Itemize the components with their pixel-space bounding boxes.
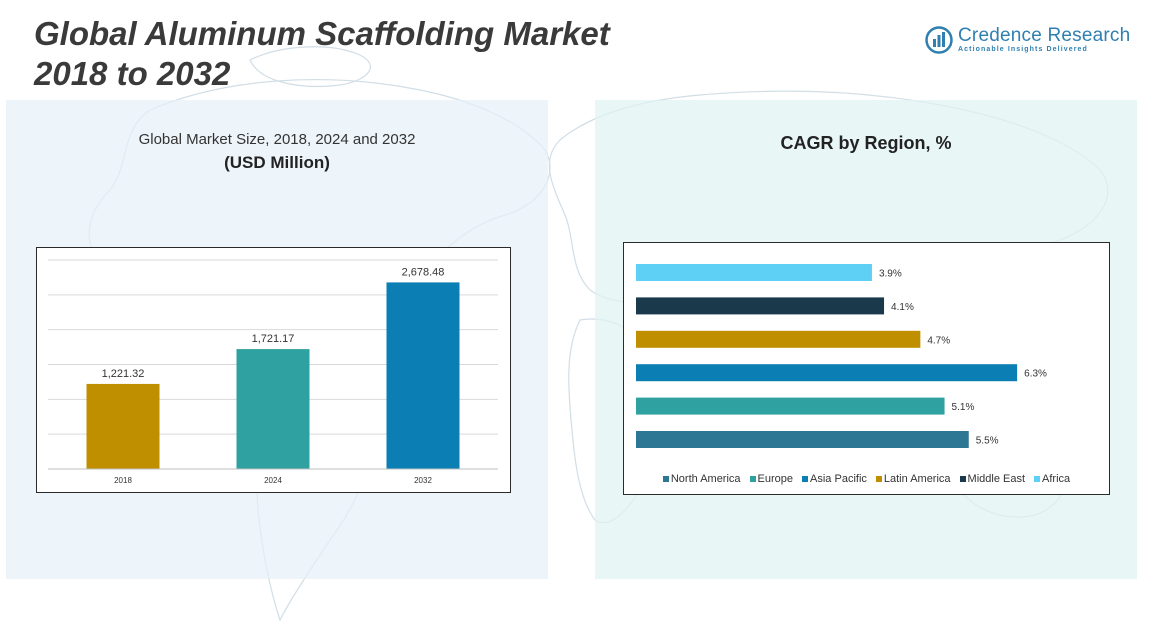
brand-name: Credence Research [958, 25, 1131, 46]
bar-latin-america [636, 330, 921, 348]
bar-2024 [236, 349, 310, 469]
data-label-north-america: 5.5% [976, 436, 999, 447]
bar-north-america [636, 431, 969, 448]
legend-swatch [959, 476, 966, 482]
legend-label: Asia Pacific [810, 473, 867, 485]
legend-label: Latin America [883, 473, 951, 485]
bar-africa [636, 264, 872, 281]
legend-swatch [802, 476, 809, 482]
legend-label: North America [670, 473, 741, 485]
legend-swatch [749, 476, 756, 482]
data-label-europe: 5.1% [952, 402, 975, 413]
legend-item-asia-pacific: Asia Pacific [802, 473, 867, 485]
x-tick-label-2024: 2024 [264, 476, 282, 485]
market-size-chart: 1,221.32 2018 1,721.17 2024 2,678.48 2032 [36, 247, 511, 493]
legend-label: Middle East [967, 473, 1026, 485]
cagr-legend: North America Europe Asia Pacific Latin Ame… [624, 473, 1109, 485]
page-title: Global Aluminum Scaffolding Market 2018 … [34, 14, 610, 94]
data-label-2018: 1,221.32 [102, 368, 145, 380]
legend-swatch [1034, 476, 1041, 482]
title-line-1: Global Aluminum Scaffolding Market [34, 15, 610, 52]
data-label-2024: 1,721.17 [252, 333, 295, 345]
legend-item-middle-east: Middle East [959, 473, 1026, 485]
cagr-chart: 3.9% 4.1% 4.7% 6.3% 5.1% 5.5% North America Eu… [623, 242, 1110, 495]
bar-asia-pacific [636, 364, 1018, 382]
title-line-2: 2018 to 2032 [34, 55, 231, 92]
data-label-2032: 2,678.48 [402, 266, 445, 278]
legend-item-europe: Europe [749, 473, 794, 485]
data-label-asia-pacific: 6.3% [1024, 369, 1047, 380]
bar-2032 [386, 282, 460, 469]
bar-2018 [86, 383, 160, 469]
bar-europe [636, 397, 945, 415]
x-tick-label-2032: 2032 [414, 476, 432, 485]
data-label-latin-america: 4.7% [927, 335, 950, 346]
bar-middle-east [636, 297, 885, 315]
cagr-title: CAGR by Region, % [780, 133, 952, 153]
market-size-unit: (USD Million) [224, 153, 330, 172]
legend-item-africa: Africa [1034, 473, 1070, 485]
legend-swatch [662, 476, 669, 482]
legend-swatch [875, 476, 882, 482]
bar-chart-circle-logo-icon [925, 26, 953, 54]
legend-item-latin-america: Latin America [875, 473, 951, 485]
legend-item-north-america: North America [662, 473, 741, 485]
brand-tagline: Actionable Insights Delivered [958, 46, 1088, 53]
data-label-middle-east: 4.1% [891, 302, 914, 313]
legend-label: Africa [1042, 473, 1071, 485]
data-label-africa: 3.9% [879, 269, 902, 280]
x-tick-label-2018: 2018 [114, 476, 132, 485]
market-size-subtitle: Global Market Size, 2018, 2024 and 2032 [138, 131, 416, 148]
market-size-bar-chart: 1,221.32 2018 1,721.17 2024 2,678.48 2032 [48, 259, 498, 485]
legend-label: Europe [757, 473, 794, 485]
cagr-bar-chart: 3.9% 4.1% 4.7% 6.3% 5.1% 5.5% [636, 264, 1047, 448]
